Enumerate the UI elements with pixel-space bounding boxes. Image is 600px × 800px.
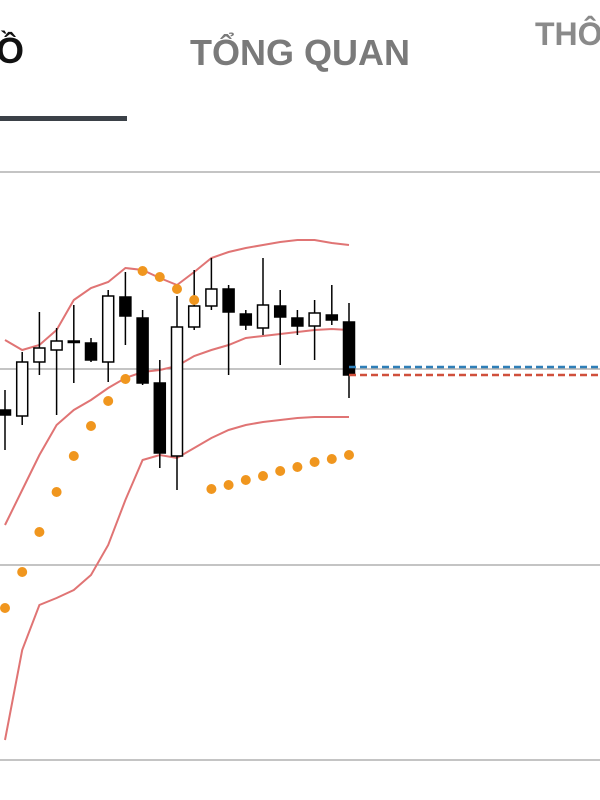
sar-dot [240, 475, 251, 485]
active-tab-indicator [0, 116, 127, 121]
candle-body [0, 409, 12, 416]
tab[interactable]: Ồ [0, 30, 25, 71]
sar-dot [86, 421, 96, 431]
candle-body [170, 326, 184, 457]
sar-dot [68, 451, 79, 461]
candle-body [67, 340, 81, 344]
candle-body [308, 312, 321, 327]
candle-body [153, 382, 167, 454]
candle-body [205, 288, 218, 307]
candle-body [15, 361, 29, 417]
candle-body [273, 305, 287, 318]
sar-dot [154, 272, 165, 282]
tab[interactable]: TỔNG QUAN [190, 32, 410, 73]
sar-dot [0, 603, 10, 613]
candle-body [84, 342, 98, 361]
candle-body [239, 313, 253, 326]
sar-dot [292, 462, 303, 472]
candle-body [291, 317, 304, 327]
sar-dot [206, 484, 217, 494]
candle-body [256, 304, 270, 329]
sar-dot [309, 457, 320, 467]
sar-dot [137, 266, 148, 276]
sar-dot [34, 527, 45, 537]
candle-body [136, 317, 149, 384]
sar-dot [103, 396, 114, 406]
sar-dot [258, 471, 268, 481]
candle-body [325, 314, 339, 321]
candle-body [101, 295, 115, 363]
sar-dot [326, 454, 337, 464]
sar-dot [172, 284, 182, 294]
sar-dot [189, 295, 200, 305]
sar-dot [344, 450, 354, 460]
sar-dot [120, 374, 131, 384]
candle-body [187, 305, 201, 328]
candle-body [222, 288, 235, 313]
candle-body [50, 340, 63, 351]
sar-dot [223, 480, 234, 490]
candle-body [33, 347, 46, 363]
tab[interactable]: THÔ [535, 16, 600, 52]
candle-body [119, 296, 132, 317]
sar-dot [17, 567, 28, 577]
sar-dot [51, 487, 62, 497]
sar-dot [275, 466, 286, 476]
